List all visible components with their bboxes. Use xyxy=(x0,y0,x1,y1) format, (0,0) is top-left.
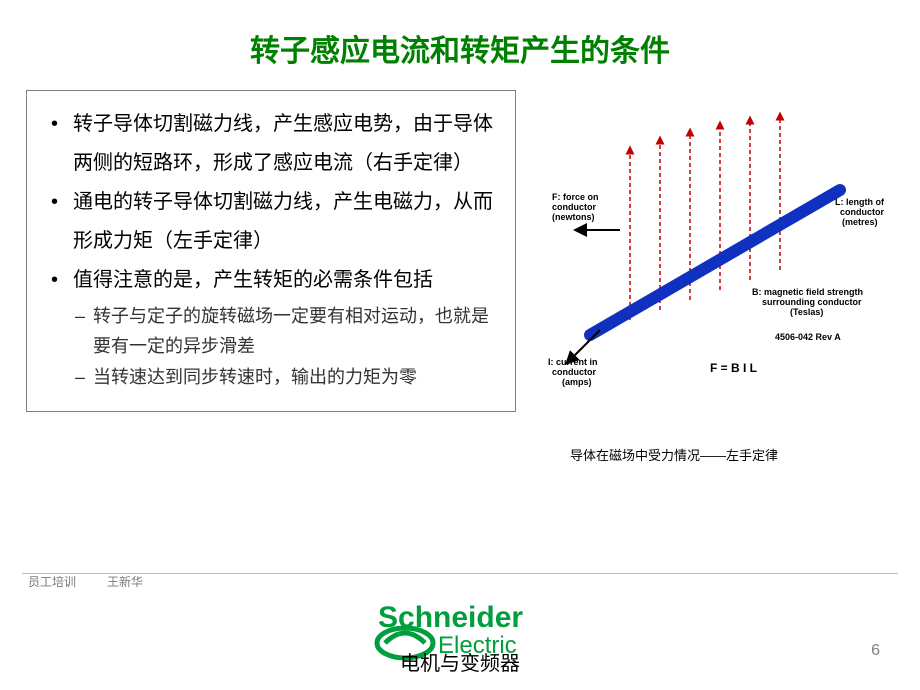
footer-divider xyxy=(22,573,898,574)
label-I3: (amps) xyxy=(562,377,592,387)
label-F3: (newtons) xyxy=(552,212,595,222)
page-number: 6 xyxy=(871,642,880,660)
label-B2: surrounding conductor xyxy=(762,297,862,307)
bullet-list: 转子导体切割磁力线，产生感应电势，由于导体两侧的短路环，形成了感应电流（右手定律… xyxy=(45,105,497,393)
label-B3: (Teslas) xyxy=(790,307,823,317)
footer-training: 员工培训 xyxy=(28,575,76,589)
label-I2: conductor xyxy=(552,367,596,377)
label-I1: I: current in xyxy=(548,357,598,367)
list-item: 转子与定子的旋转磁场一定要有相对运动，也就是要有一定的异步滑差 xyxy=(45,302,497,361)
label-F1: F: force on xyxy=(552,192,599,202)
label-L1: L: length of xyxy=(835,197,885,207)
label-formula: F = B I L xyxy=(710,361,757,375)
slide-title: 转子感应电流和转矩产生的条件 xyxy=(0,0,920,70)
diagram-caption: 导体在磁场中受力情况——左手定律 xyxy=(570,445,778,464)
footer-author: 王新华 xyxy=(107,575,143,589)
label-B1: B: magnetic field strength xyxy=(752,287,863,297)
list-item: 当转速达到同步转速时，输出的力矩为零 xyxy=(45,363,497,393)
footer-subtitle: 电机与变频器 xyxy=(330,647,590,676)
label-L3: (metres) xyxy=(842,217,878,227)
label-L2: conductor xyxy=(840,207,884,217)
logo-block: Schneider Electric 电机与变频器 xyxy=(330,595,590,676)
content-box: 转子导体切割磁力线，产生感应电势，由于导体两侧的短路环，形成了感应电流（右手定律… xyxy=(26,90,516,412)
label-F2: conductor xyxy=(552,202,596,212)
list-item: 值得注意的是，产生转矩的必需条件包括 xyxy=(45,261,497,300)
footer-left: 员工培训 王新华 xyxy=(28,573,143,590)
list-item: 通电的转子导体切割磁力线，产生电磁力，从而形成力矩（左手定律） xyxy=(45,183,497,261)
force-diagram: F: force on conductor (newtons) L: lengt… xyxy=(540,110,900,390)
label-rev: 4506-042 Rev A xyxy=(775,332,841,342)
list-item: 转子导体切割磁力线，产生感应电势，由于导体两侧的短路环，形成了感应电流（右手定律… xyxy=(45,105,497,183)
